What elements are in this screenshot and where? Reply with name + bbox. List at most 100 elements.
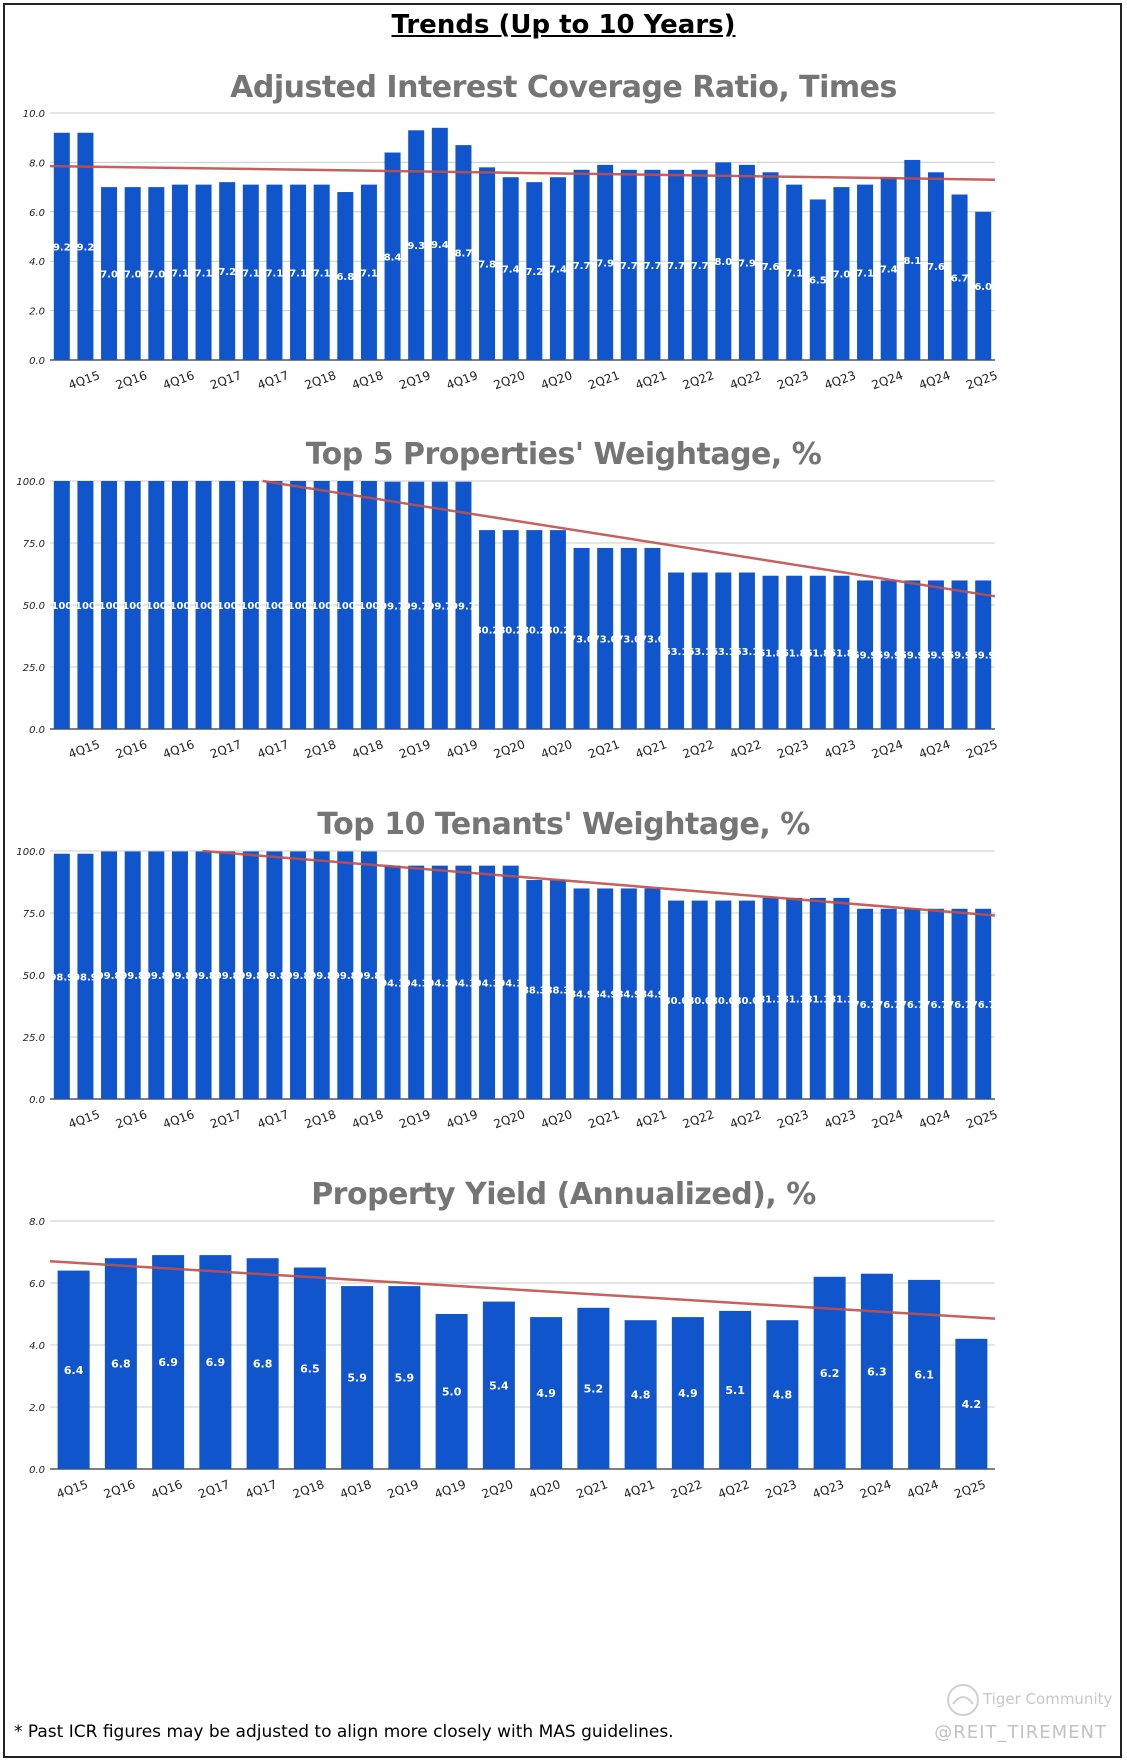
chart-title-top10-tenants: Top 10 Tenants' Weightage, % [317,807,810,842]
data-label: 7.1 [171,268,189,279]
data-label: 5.4 [489,1379,509,1392]
bar [77,132,94,360]
bar [786,184,803,360]
x-tick-label: 2Q18 [303,1107,338,1131]
data-label: 7.0 [100,270,118,281]
x-tick-label: 4Q21 [622,1477,657,1501]
x-tick-label: 2Q21 [586,368,621,392]
data-label: 5.9 [347,1372,367,1385]
x-tick-label: 2Q18 [303,368,338,392]
data-label: 8.1 [903,256,921,267]
data-label: 80.0 [664,996,689,1007]
bar [148,851,165,1099]
data-label: 99.8 [357,971,382,982]
x-tick-label: 4Q22 [728,368,763,392]
bar [738,164,755,360]
data-label: 5.0 [442,1386,462,1399]
data-label: 100 [335,601,356,612]
data-label: 99.8 [168,971,193,982]
bar [171,184,188,360]
data-label: 76.7 [924,1000,949,1011]
chart-top10-tenants: 0.025.050.075.0100.098.998.999.899.899.8… [16,847,999,1131]
y-tick-label: 0.0 [29,725,45,736]
data-label: 99.8 [191,971,216,982]
bar [927,172,944,360]
data-label: 6.5 [300,1362,320,1375]
bar [431,865,448,1099]
footnote: * Past ICR figures may be adjusted to al… [14,1722,674,1742]
page-frame [3,3,1122,1758]
bar [691,900,708,1099]
trend-line [49,164,996,181]
bar [526,182,543,360]
x-tick-label: 2Q19 [397,737,432,761]
x-tick-label: 4Q19 [444,1107,479,1131]
bar [313,851,330,1099]
watermark: Tiger Community [945,1680,1115,1720]
data-label: 4.8 [773,1389,793,1402]
y-tick-label: 8.0 [29,158,45,169]
bar [124,851,141,1099]
x-tick-label: 2Q25 [964,737,999,761]
bar [455,865,472,1099]
data-label: 100 [170,601,191,612]
bar [313,184,330,360]
bar [479,530,496,729]
x-tick-label: 4Q16 [149,1477,184,1501]
data-label: 100 [288,601,309,612]
bar [124,187,141,360]
data-label: 63.1 [687,647,712,658]
chart-title-icr: Adjusted Interest Coverage Ratio, Times [230,70,897,105]
bar [526,880,543,1099]
data-label: 94.1 [427,978,452,989]
bar [242,481,259,729]
bar [908,1279,941,1469]
data-label: 88.3 [546,986,571,997]
bar [77,481,94,729]
x-tick-label: 4Q23 [822,737,857,761]
x-tick-label: 2Q17 [196,1477,231,1501]
data-label: 9.2 [77,242,95,253]
data-label: 7.8 [478,260,496,271]
bar [904,908,921,1099]
data-label: 7.0 [833,270,851,281]
data-label: 76.7 [971,1000,996,1011]
data-label: 63.1 [735,647,760,658]
bar [597,888,614,1099]
bar [384,152,401,360]
bar [101,187,118,360]
bar [408,130,425,360]
y-tick-label: 50.0 [23,971,45,982]
x-tick-label: 2Q24 [870,1107,905,1131]
data-label: 8.7 [455,249,473,260]
x-tick-label: 4Q17 [255,368,290,392]
bar [242,184,259,360]
data-label: 7.0 [147,270,165,281]
bar [384,865,401,1099]
data-label: 94.1 [451,978,476,989]
bar [904,159,921,360]
data-label: 84.9 [569,990,594,1001]
data-label: 6.9 [158,1356,178,1369]
x-tick-label: 2Q22 [669,1477,704,1501]
y-tick-label: 6.0 [29,1279,45,1290]
x-tick-label: 2Q23 [775,368,810,392]
data-label: 61.8 [782,648,807,659]
data-label: 7.9 [596,258,614,269]
data-label: 7.7 [667,261,685,272]
data-label: 81.1 [805,994,830,1005]
data-label: 73.0 [640,634,665,645]
data-label: 7.4 [880,265,898,276]
data-label: 6.3 [867,1365,887,1378]
data-label: 88.3 [522,986,547,997]
bar [620,547,637,729]
x-tick-label: 4Q18 [338,1477,373,1501]
trend-line [202,849,996,917]
data-label: 100 [99,601,120,612]
x-tick-label: 4Q24 [917,368,952,392]
data-label: 7.7 [573,261,591,272]
bar [715,572,732,729]
data-label: 100 [217,601,238,612]
bar [360,851,377,1099]
